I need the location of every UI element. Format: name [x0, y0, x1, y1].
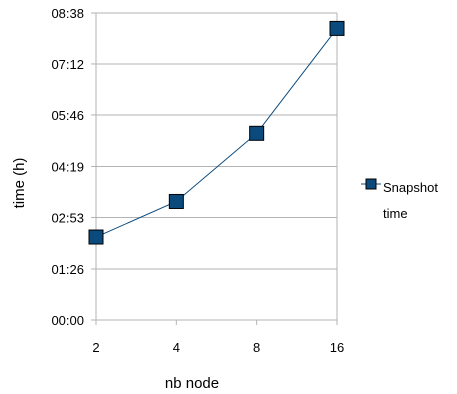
y-tick-label-3: 04:19	[51, 160, 84, 175]
x-tick-label-0: 2	[92, 340, 99, 355]
y-tick-label-5: 07:12	[51, 57, 84, 72]
axes	[95, 13, 338, 325]
data-point-0-3	[329, 20, 345, 36]
x-tick-label-2: 8	[253, 340, 260, 355]
gridlines	[91, 12, 337, 321]
y-tick-label-1: 01:26	[51, 262, 84, 277]
data-point-0-2	[249, 125, 265, 141]
y-axis-label: time (h)	[11, 158, 28, 209]
x-axis-label: nb node	[165, 375, 219, 392]
x-tick-label-3: 16	[330, 340, 344, 355]
legend-label-line1: Snapshot	[383, 180, 438, 195]
data-point-0-1	[168, 193, 184, 209]
y-tick-label-0: 00:00	[51, 313, 84, 328]
y-tick-label-6: 08:38	[51, 6, 84, 21]
series-group	[88, 20, 345, 245]
y-tick-label-2: 02:53	[51, 210, 84, 225]
legend: Snapshot time	[361, 178, 438, 221]
legend-label-line2: time	[383, 206, 408, 221]
x-tick-labels: 2 4 8 16	[92, 340, 344, 355]
data-point-0-0	[88, 229, 104, 245]
y-tick-label-4: 05:46	[51, 108, 84, 123]
x-tick-label-1: 4	[173, 340, 180, 355]
legend-marker	[365, 178, 377, 190]
y-tick-labels: 00:00 01:26 02:53 04:19 05:46 07:12 08:38	[51, 6, 84, 328]
series-line-0	[95, 28, 338, 238]
